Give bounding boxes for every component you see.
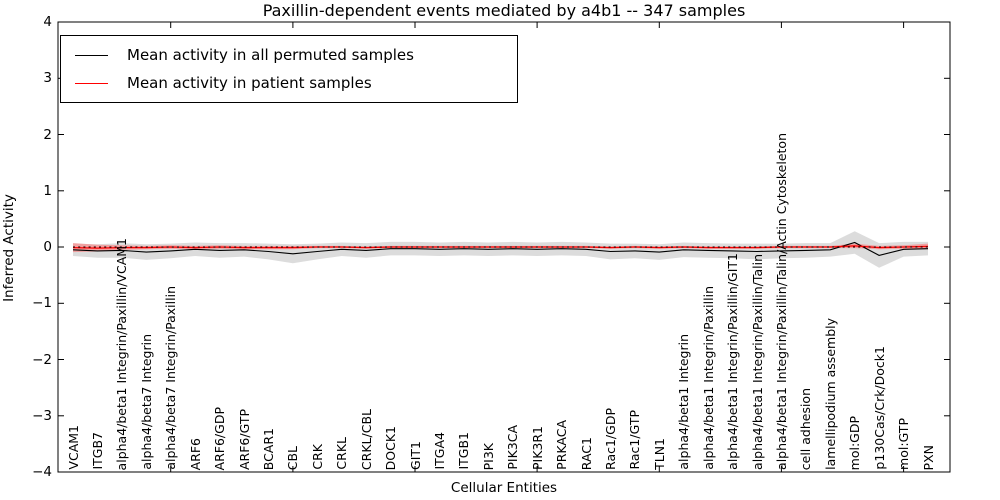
legend-row-patient: Mean activity in patient samples: [61, 74, 517, 92]
x-tick-label: ARF6: [187, 437, 203, 470]
x-tick-label: VCAM1: [65, 425, 81, 470]
x-tick-label: ARF6/GDP: [212, 406, 228, 470]
x-tick-label: mol:GTP: [896, 418, 912, 470]
y-tick-label: −2: [32, 351, 52, 368]
legend-label-patient: Mean activity in patient samples: [127, 74, 372, 92]
x-tick-label: ITGB7: [89, 432, 105, 470]
x-tick-label: alpha4/beta1 Integrin/Paxillin/Talin: [749, 254, 765, 470]
y-tick-label: 4: [43, 14, 52, 30]
x-tick-label: alpha4/beta1 Integrin/Paxillin: [700, 286, 716, 470]
y-tick-label: −1: [32, 295, 52, 312]
chart-title: Paxillin-dependent events mediated by a4…: [262, 1, 746, 20]
x-tick-label: alpha4/beta7 Integrin/Paxillin: [163, 286, 179, 470]
x-tick-label: lamellipodium assembly: [822, 318, 838, 470]
x-tick-label: ITGA4: [431, 432, 447, 470]
y-tick-label: 2: [43, 126, 52, 143]
x-tick-label: cell adhesion: [798, 387, 814, 470]
line-series-0: [72, 241, 929, 256]
x-tick-label: PI3K: [480, 442, 496, 470]
y-axis-label: Inferred Activity: [1, 194, 17, 302]
x-tick-label: ARF6/GTP: [236, 408, 252, 470]
x-tick-label: alpha4/beta1 Integrin/Paxillin/Talin/Act…: [773, 133, 789, 470]
permuted-line-sample: [75, 54, 108, 56]
x-tick-label: Rac1/GTP: [627, 410, 643, 470]
x-tick-label: PIK3R1: [529, 425, 545, 470]
x-tick-label: RAC1: [578, 436, 594, 470]
x-tick-label: ITGB1: [456, 432, 472, 470]
x-tick-label: alpha4/beta1 Integrin/Paxillin/GIT1: [725, 253, 741, 470]
x-tick-label: mol:GDP: [847, 415, 863, 470]
y-tick-label: 3: [43, 70, 52, 87]
y-tick-label: −3: [32, 407, 52, 424]
x-tick-label: CRK: [309, 444, 325, 470]
patient-line-sample: [75, 82, 108, 84]
x-tick-label: TLN1: [651, 438, 667, 470]
x-tick-label: alpha4/beta1 Integrin: [676, 334, 692, 470]
x-tick-label: Rac1/GDP: [602, 408, 618, 470]
legend-label-permuted: Mean activity in all permuted samples: [127, 46, 414, 64]
x-axis-label: Cellular Entities: [450, 480, 558, 496]
x-tick-label: PIK3CA: [505, 425, 521, 470]
x-tick-label: alpha4/beta1 Integrin/Paxillin/VCAM1: [114, 237, 130, 470]
x-tick-label: CBL: [285, 445, 301, 470]
legend-row-permuted: Mean activity in all permuted samples: [61, 46, 517, 64]
y-tick-label: −4: [32, 464, 52, 480]
x-tick-label: PXN: [920, 444, 936, 470]
x-tick-label: CRKL: [334, 437, 350, 470]
x-tick-label: BCAR1: [260, 427, 276, 470]
x-tick-label: PRKACA: [554, 420, 570, 470]
y-tick-label: 1: [43, 182, 52, 199]
x-tick-label: alpha4/beta7 Integrin: [138, 334, 154, 470]
y-tick-label: 0: [43, 239, 52, 255]
x-tick-label: p130Cas/Crk/Dock1: [871, 346, 887, 470]
legend: Mean activity in all permuted samples Me…: [60, 35, 518, 103]
x-tick-label: CRKL/CBL: [358, 408, 374, 470]
x-tick-label: GIT1: [407, 441, 423, 470]
x-tick-label: DOCK1: [383, 425, 399, 470]
